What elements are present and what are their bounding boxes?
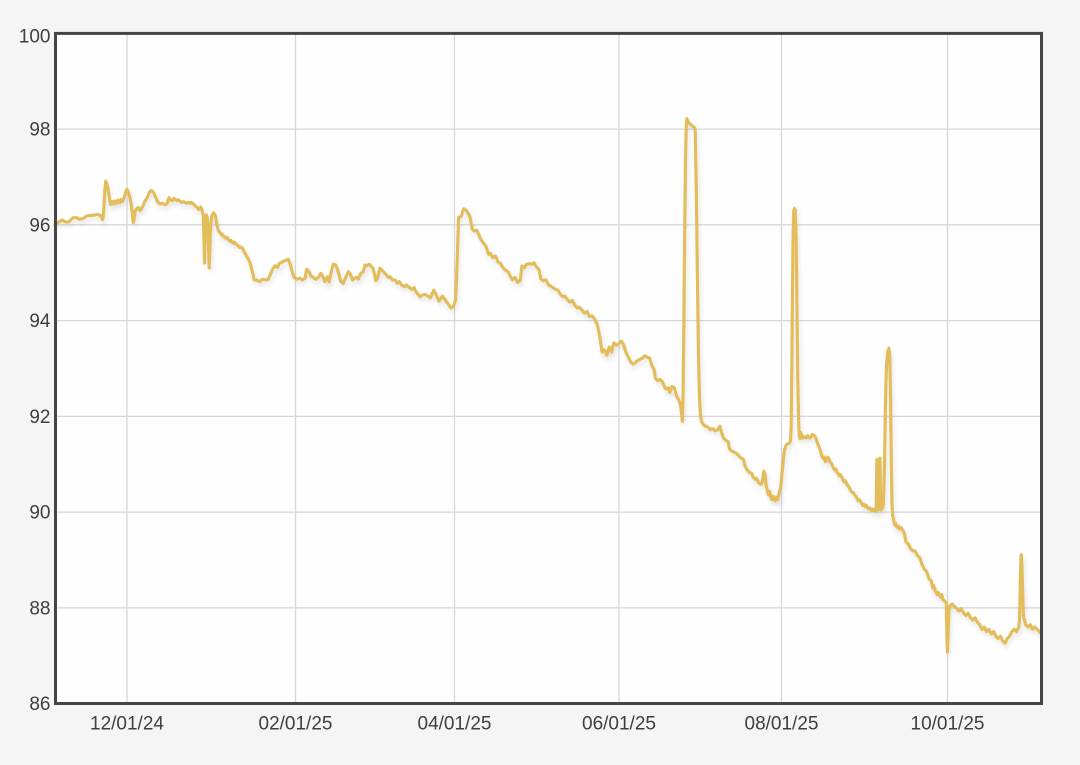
- svg-text:04/01/25: 04/01/25: [418, 714, 492, 735]
- svg-text:100: 100: [19, 27, 51, 48]
- svg-text:94: 94: [29, 311, 51, 332]
- svg-text:02/01/25: 02/01/25: [259, 714, 333, 735]
- svg-text:86: 86: [29, 694, 50, 715]
- svg-text:98: 98: [29, 120, 50, 141]
- svg-text:06/01/25: 06/01/25: [582, 714, 656, 735]
- svg-text:12/01/24: 12/01/24: [90, 714, 164, 735]
- svg-text:10/01/25: 10/01/25: [911, 714, 985, 735]
- svg-text:90: 90: [29, 503, 50, 524]
- svg-text:92: 92: [29, 407, 50, 428]
- svg-text:96: 96: [29, 215, 50, 236]
- svg-text:08/01/25: 08/01/25: [745, 714, 819, 735]
- svg-text:88: 88: [29, 598, 50, 619]
